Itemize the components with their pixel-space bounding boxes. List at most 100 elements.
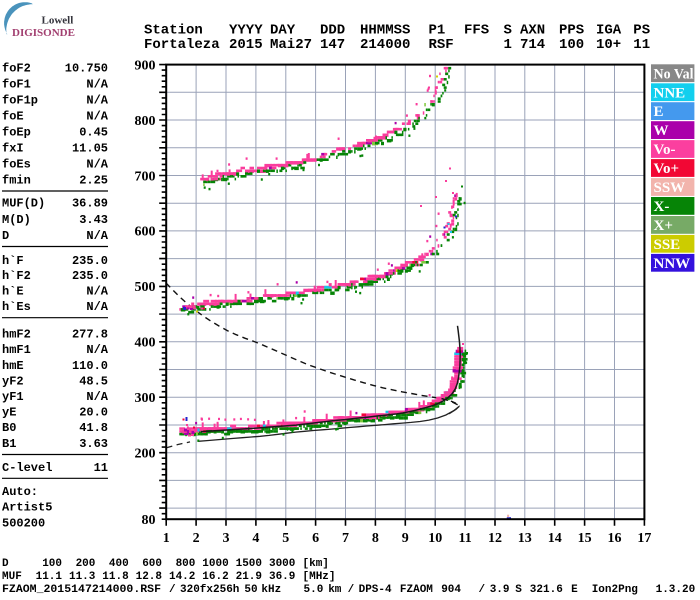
svg-text:2.25: 2.25 [79,173,108,187]
svg-text:Vo-: Vo- [654,142,676,158]
svg-text:700: 700 [135,169,156,184]
svg-text:3: 3 [223,531,230,546]
svg-text:714: 714 [520,37,545,53]
svg-text:No Val: No Val [654,66,694,82]
svg-text:36.89: 36.89 [72,197,108,211]
svg-text:W: W [654,123,669,139]
svg-text:/: / [348,584,355,596]
svg-text:600: 600 [142,558,162,570]
svg-text:fxI: fxI [2,141,24,155]
svg-text:20.0: 20.0 [79,406,108,420]
svg-text:21.9: 21.9 [236,571,262,583]
svg-text:S: S [504,23,512,39]
svg-text:Mai27: Mai27 [270,37,312,53]
svg-text:400: 400 [109,558,129,570]
svg-text:147: 147 [320,37,345,53]
svg-text:foF2: foF2 [2,61,31,75]
svg-text:DAY: DAY [270,23,296,39]
svg-text:11.1: 11.1 [36,571,63,583]
svg-text:E: E [571,584,578,596]
svg-text:FZAOM: FZAOM [400,584,433,596]
svg-text:10: 10 [428,531,442,546]
svg-text:800: 800 [176,558,196,570]
svg-text:800: 800 [135,114,156,129]
svg-text:Fortaleza: Fortaleza [144,37,220,53]
svg-text:yF2: yF2 [2,374,24,388]
svg-text:NNE: NNE [654,85,686,101]
svg-text:FFS: FFS [464,23,489,39]
svg-text:8: 8 [372,531,379,546]
svg-text:yF1: yF1 [2,390,24,404]
svg-text:B0: B0 [2,421,16,435]
svg-text:D: D [2,229,9,243]
svg-text:foF1: foF1 [2,77,31,91]
svg-text:kHz: kHz [261,584,281,596]
svg-text:D: D [2,558,9,570]
svg-text:[MHz]: [MHz] [303,571,336,583]
svg-text:3000: 3000 [269,558,295,570]
svg-text:11.8: 11.8 [102,571,129,583]
svg-text:200: 200 [76,558,96,570]
svg-text:M(D): M(D) [2,213,31,227]
svg-text:1: 1 [163,531,170,546]
svg-text:/: / [169,584,176,596]
svg-text:DIGISONDE: DIGISONDE [12,27,75,39]
svg-text:MUF: MUF [2,571,22,583]
svg-text:C-level: C-level [2,461,52,475]
svg-text:14: 14 [548,531,562,546]
svg-text:214000: 214000 [360,37,410,53]
svg-text:277.8: 277.8 [72,328,108,342]
svg-text:12.8: 12.8 [136,571,163,583]
svg-text:Auto:: Auto: [2,485,38,499]
svg-text:h`Es: h`Es [2,300,31,314]
svg-text:N/A: N/A [86,93,108,107]
svg-text:hmE: hmE [2,359,24,373]
svg-text:1.3.20: 1.3.20 [656,584,696,596]
svg-text:11.3: 11.3 [69,571,96,583]
svg-text:0.45: 0.45 [79,125,108,139]
svg-text:FZAOM_2015147214000.RSF: FZAOM_2015147214000.RSF [2,584,161,596]
svg-text:17: 17 [637,531,651,546]
svg-text:4: 4 [252,531,259,546]
svg-text:N/A: N/A [86,109,108,123]
svg-text:AXN: AXN [520,23,545,39]
svg-text:MUF(D): MUF(D) [2,197,45,211]
svg-text:235.0: 235.0 [72,269,108,283]
svg-text:h`F2: h`F2 [2,269,31,283]
svg-text:Vo+: Vo+ [654,161,680,177]
svg-text:11.05: 11.05 [72,141,108,155]
svg-text:yE: yE [2,406,16,420]
svg-text:16: 16 [608,531,622,546]
svg-text:km: km [328,584,342,596]
svg-text:Lowell: Lowell [42,15,74,27]
svg-text:N/A: N/A [86,343,108,357]
svg-text:1500: 1500 [236,558,262,570]
svg-text:10.750: 10.750 [65,61,108,75]
svg-text:N/A: N/A [86,300,108,314]
svg-text:41.8: 41.8 [79,421,108,435]
svg-text:15: 15 [578,531,592,546]
svg-text:/: / [479,584,486,596]
svg-text:N/A: N/A [86,285,108,299]
svg-text:SSE: SSE [654,237,681,253]
svg-text:N/A: N/A [86,157,108,171]
svg-text:X-: X- [654,199,670,215]
svg-text:900: 900 [135,58,156,73]
svg-text:235.0: 235.0 [72,254,108,268]
svg-text:hmF2: hmF2 [2,328,31,342]
svg-text:HHMMSS: HHMMSS [360,23,410,39]
svg-text:2: 2 [193,531,200,546]
svg-text:N/A: N/A [86,229,108,243]
svg-text:[km]: [km] [303,558,329,570]
svg-text:100: 100 [42,558,62,570]
svg-text:PPS: PPS [559,23,584,39]
svg-text:E: E [654,104,664,120]
svg-text:321.6: 321.6 [530,584,563,596]
svg-text:DDD: DDD [320,23,345,39]
svg-text:B1: B1 [2,437,16,451]
svg-text:hmF1: hmF1 [2,343,31,357]
svg-text:P1: P1 [429,23,446,39]
svg-text:600: 600 [135,225,156,240]
svg-text:3.43: 3.43 [79,213,108,227]
svg-text:Station: Station [144,23,203,39]
